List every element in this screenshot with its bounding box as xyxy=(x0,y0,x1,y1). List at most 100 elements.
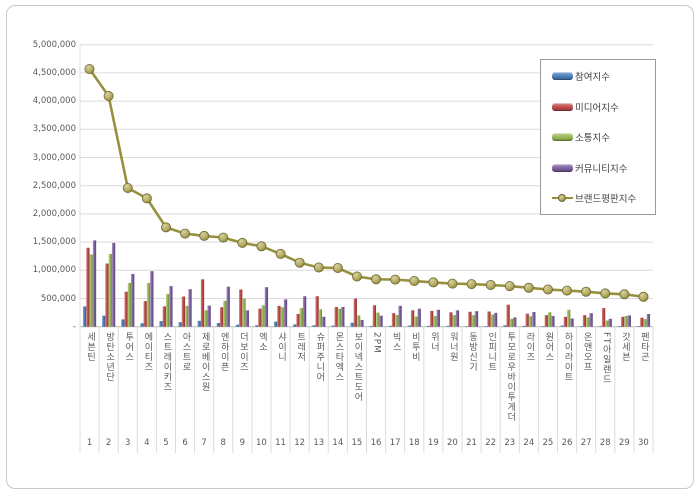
bar-소통지수-rank22 xyxy=(490,314,494,327)
bar-미디어지수-rank18 xyxy=(410,310,415,327)
y-tick-label: 4,000,000 xyxy=(32,96,76,107)
bar-커뮤니티지수-rank21 xyxy=(474,311,479,327)
bar-미디어지수-rank3 xyxy=(124,291,128,327)
rank-number-label: 16 xyxy=(370,438,382,448)
legend-swatch-참여지수 xyxy=(552,72,573,80)
line-marker-rank2 xyxy=(103,91,114,102)
bar-커뮤니티지수-rank26 xyxy=(570,318,574,327)
line-marker-rank28 xyxy=(600,288,611,299)
line-marker-rank22 xyxy=(485,279,496,290)
category-label-rank30: 펜타곤 xyxy=(638,332,649,362)
bar-소통지수-rank19 xyxy=(433,315,437,327)
category-label-rank26: 하이라이트 xyxy=(562,332,573,382)
bar-커뮤니티지수-rank7 xyxy=(207,305,211,327)
line-marker-rank9 xyxy=(237,237,248,248)
bar-미디어지수-rank6 xyxy=(181,296,186,327)
category-label-rank21: 동방신기 xyxy=(467,332,478,372)
bar-미디어지수-rank28 xyxy=(601,308,606,327)
bar-미디어지수-rank13 xyxy=(315,296,319,327)
legend-item-브랜드평판지수: 브랜드평판지수 xyxy=(552,192,636,205)
category-label-rank19: 위너 xyxy=(428,332,439,352)
bar-커뮤니티지수-rank27 xyxy=(589,313,593,327)
bar-소통지수-rank14 xyxy=(337,308,342,327)
bar-소통지수-rank26 xyxy=(567,309,571,327)
bar-커뮤니티지수-rank30 xyxy=(646,314,651,327)
category-label-rank7: 제로베이스원 xyxy=(199,332,210,392)
bar-커뮤니티지수-rank14 xyxy=(341,306,345,327)
rank-number-label: 26 xyxy=(561,438,573,448)
category-label-rank27: 온앤오프 xyxy=(581,332,592,372)
rank-number-label: 11 xyxy=(275,438,286,448)
bar-소통지수-rank8 xyxy=(223,300,227,327)
bar-참여지수-rank7 xyxy=(197,320,201,327)
bar-미디어지수-rank25 xyxy=(544,315,548,327)
bar-소통지수-rank29 xyxy=(624,315,628,327)
bar-소통지수-rank2 xyxy=(108,253,112,327)
y-tick-label: 3,000,000 xyxy=(32,152,76,163)
legend-line-ball xyxy=(558,194,566,202)
bar-커뮤니티지수-rank15 xyxy=(360,319,364,327)
bar-미디어지수-rank24 xyxy=(525,313,529,327)
legend-label: 참여지수 xyxy=(575,72,610,83)
bar-소통지수-rank5 xyxy=(165,293,170,327)
bar-참여지수-rank24 xyxy=(522,325,526,327)
bar-미디어지수-rank7 xyxy=(200,279,205,327)
category-label-rank8: 엔하이픈 xyxy=(218,332,229,372)
rank-number-label: 8 xyxy=(220,438,226,448)
bar-소통지수-rank23 xyxy=(509,318,514,327)
line-marker-rank7 xyxy=(199,230,210,241)
y-tick-label: 2,500,000 xyxy=(32,180,76,191)
category-label-rank10: 엑소 xyxy=(256,332,267,352)
y-tick-label: 5,000,000 xyxy=(32,39,76,50)
bar-참여지수-rank12 xyxy=(293,324,297,327)
bar-소통지수-rank3 xyxy=(127,282,132,327)
rank-number-label: 14 xyxy=(332,438,344,448)
bar-참여지수-rank19 xyxy=(426,325,431,327)
bar-소통지수-rank27 xyxy=(586,317,590,327)
bar-미디어지수-rank1 xyxy=(86,247,90,327)
y-tick-label: 500,000 xyxy=(40,293,76,304)
bar-참여지수-rank11 xyxy=(273,321,278,327)
legend-label: 미디어지수 xyxy=(575,102,619,114)
bar-소통지수-rank4 xyxy=(146,282,151,327)
bar-커뮤니티지수-rank16 xyxy=(379,315,383,327)
bar-참여지수-rank16 xyxy=(369,325,373,327)
rank-number-label: 17 xyxy=(389,438,401,448)
legend-swatch-미디어지수 xyxy=(552,102,573,111)
y-tick-label: 1,000,000 xyxy=(32,265,76,276)
line-marker-rank8 xyxy=(218,232,229,243)
legend-item-참여지수: 참여지수 xyxy=(552,70,610,83)
bar-커뮤니티지수-rank24 xyxy=(532,312,536,327)
bar-미디어지수-rank9 xyxy=(239,289,243,327)
bar-참여지수-rank13 xyxy=(312,325,316,327)
category-label-rank16: 2PM xyxy=(371,332,382,354)
line-marker-rank20 xyxy=(447,278,458,289)
line-marker-rank1 xyxy=(84,64,95,75)
line-marker-rank17 xyxy=(390,274,401,285)
bar-미디어지수-rank11 xyxy=(277,305,281,327)
bar-참여지수-rank4 xyxy=(140,323,144,327)
bar-미디어지수-rank14 xyxy=(334,306,338,327)
category-label-rank23: 투모로우바이투게더 xyxy=(505,332,516,422)
bar-미디어지수-rank2 xyxy=(105,263,109,327)
bar-커뮤니티지수-rank9 xyxy=(245,310,249,327)
category-label-rank22: 인피니트 xyxy=(486,332,497,372)
legend-swatch-커뮤니티지수 xyxy=(552,163,573,172)
line-marker-rank21 xyxy=(466,279,477,290)
bar-참여지수-rank15 xyxy=(350,322,354,327)
line-marker-rank24 xyxy=(523,282,534,293)
bar-소통지수-rank9 xyxy=(242,298,246,327)
bar-참여지수-rank18 xyxy=(407,325,411,327)
bar-소통지수-rank6 xyxy=(185,305,189,327)
category-label-rank15: 보이넥스트도어 xyxy=(352,332,363,402)
legend-label: 소통지수 xyxy=(575,133,610,144)
rank-number-label: 10 xyxy=(256,438,267,448)
bar-미디어지수-rank27 xyxy=(582,315,587,327)
category-label-rank13: 슈퍼주니어 xyxy=(314,332,325,382)
bar-참여지수-rank20 xyxy=(445,325,450,327)
bar-참여지수-rank14 xyxy=(331,325,335,327)
line-marker-rank13 xyxy=(313,262,324,273)
line-marker-rank19 xyxy=(428,277,439,288)
rank-number-label: 28 xyxy=(599,438,611,448)
